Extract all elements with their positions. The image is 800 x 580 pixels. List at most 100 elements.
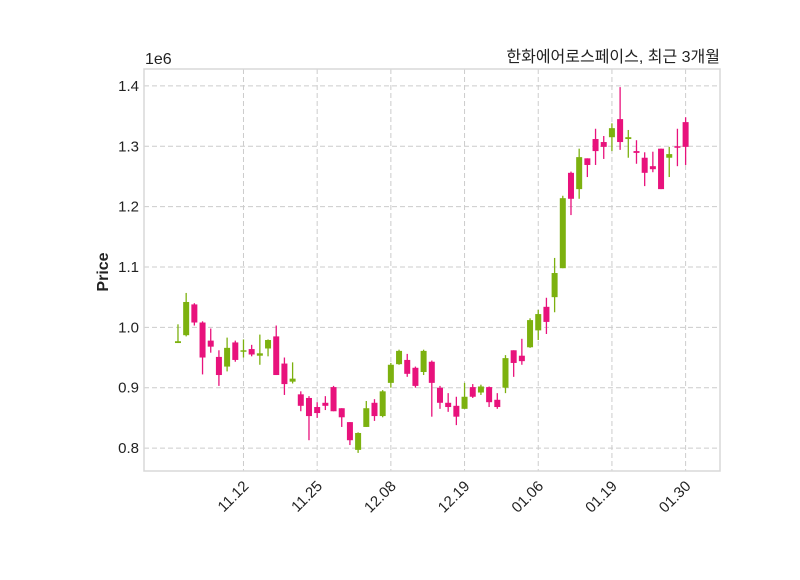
candle-body (297, 394, 304, 406)
candle (559, 195, 566, 269)
candle (682, 117, 689, 165)
candle (183, 292, 190, 337)
candle (232, 340, 239, 362)
candle-body (527, 320, 534, 348)
candle-body (486, 387, 493, 403)
candle-body (265, 340, 272, 349)
chart-title: 한화에어로스페이스, 최근 3개월 (506, 48, 720, 66)
plot-frame (143, 68, 721, 472)
candle-body (224, 347, 231, 367)
y-tick-label: 1.2 (118, 199, 139, 216)
candle-body (289, 378, 296, 382)
candle (461, 382, 468, 409)
candle (608, 123, 615, 152)
candle-body (576, 157, 583, 190)
candle (600, 136, 607, 159)
candle (469, 384, 476, 398)
candle-body (608, 128, 615, 138)
candle-body (232, 342, 239, 360)
candle-body (592, 139, 599, 152)
candle (633, 140, 640, 164)
candle (297, 391, 304, 412)
candle-body (240, 350, 247, 352)
candle (379, 390, 386, 418)
candle-body (396, 350, 403, 365)
candle-body (355, 432, 362, 450)
candle (576, 148, 583, 199)
candle (494, 393, 501, 409)
candle (436, 385, 443, 409)
candle-body (649, 166, 656, 170)
candle (404, 353, 411, 377)
candle (625, 129, 632, 158)
candle-body (445, 402, 452, 408)
candle-body (215, 356, 222, 376)
y-tick-label: 1.1 (118, 259, 139, 276)
candle (256, 334, 263, 365)
candle (305, 396, 312, 441)
candle-body (371, 402, 378, 417)
candle-body (174, 341, 181, 344)
candle-body (658, 148, 665, 190)
candle (649, 151, 656, 173)
candle (346, 422, 353, 446)
candle (330, 385, 337, 412)
candle-body (551, 273, 558, 298)
y-tick-label: 1.0 (118, 319, 139, 336)
candle-body (559, 198, 566, 269)
candle-body (600, 142, 607, 147)
candle (658, 148, 665, 190)
candle-body (281, 363, 288, 385)
candle-body (412, 367, 419, 386)
candle-body (199, 322, 206, 358)
candle (224, 337, 231, 372)
candle-body (387, 364, 394, 383)
candle-body (535, 314, 542, 331)
candle-body (641, 157, 648, 173)
candle (510, 350, 517, 377)
candle-body (461, 396, 468, 409)
candle-body (330, 387, 337, 412)
candle-body (543, 306, 550, 322)
candle-body (584, 158, 591, 165)
candle (363, 400, 370, 427)
candle (289, 362, 296, 384)
candle (412, 366, 419, 388)
candle (641, 152, 648, 187)
candle-body (207, 340, 214, 347)
candle (551, 257, 558, 313)
candle-body (379, 391, 386, 417)
candle (207, 328, 214, 353)
candle (584, 158, 591, 178)
candle (371, 399, 378, 421)
candle-body (436, 387, 443, 403)
y-axis-label: Price (95, 252, 112, 291)
candle (428, 360, 435, 417)
candle (486, 386, 493, 408)
candle (240, 339, 247, 358)
candle-body (682, 122, 689, 147)
candle (338, 408, 345, 427)
candle-body (420, 350, 427, 373)
candle-body (633, 151, 640, 153)
candle (666, 146, 673, 178)
candle (543, 297, 550, 334)
candle-body (510, 350, 517, 363)
candle (527, 318, 534, 348)
candle (355, 432, 362, 453)
candle (535, 309, 542, 341)
candle-body (494, 399, 501, 408)
candle-body (518, 355, 525, 362)
candle-body (256, 353, 263, 356)
y-tick-label: 1.4 (118, 78, 139, 95)
candle-body (666, 154, 673, 158)
candle (518, 338, 525, 365)
candle-body (305, 397, 312, 417)
candle (322, 396, 329, 411)
candle (567, 171, 574, 216)
candle (617, 87, 624, 150)
candle-body (567, 172, 574, 199)
candle-body (191, 304, 198, 323)
candle-body (477, 386, 484, 393)
